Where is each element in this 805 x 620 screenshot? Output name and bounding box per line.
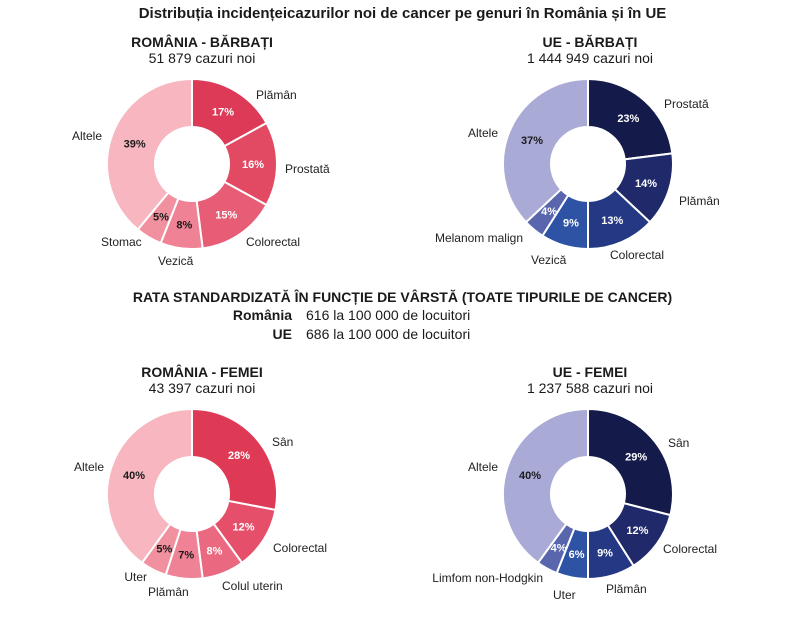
slice-percent-label: 28% [228, 450, 250, 462]
chart-header-romania-women: ROMÂNIA - FEMEI 43 397 cazuri noi [82, 364, 322, 397]
slice-category-label: Prostată [285, 162, 330, 176]
slice-percent-label: 5% [156, 543, 172, 555]
slice-percent-label: 4% [551, 542, 567, 554]
slice-category-label: Colorectal [273, 541, 327, 555]
chart-subtitle: 1 237 588 cazuri noi [526, 380, 654, 396]
chart-header-eu-men: UE - BĂRBAȚI 1 444 949 cazuri noi [470, 34, 710, 67]
age-rate-label: UE [272, 326, 292, 342]
slice-altele [502, 77, 589, 224]
slice-category-label: Sân [272, 435, 293, 449]
slice-category-label: Plămân [679, 194, 720, 208]
slice-percent-label: 7% [178, 550, 194, 562]
slice-category-label: Uter [124, 570, 147, 584]
slice-category-label: Limfom non-Hodgkin [432, 571, 543, 585]
slice-category-label: Melanom malign [435, 231, 523, 245]
slice-category-label: Plămân [148, 585, 189, 599]
slice-category-label: Altele [468, 126, 498, 140]
slice-percent-label: 37% [521, 135, 543, 147]
slice-percent-label: 6% [569, 549, 585, 561]
slice-category-label: Plămân [606, 582, 647, 596]
slice-percent-label: 9% [597, 548, 613, 560]
slice-percent-label: 8% [176, 220, 192, 232]
chart-subtitle: 43 397 cazuri noi [148, 380, 256, 396]
chart-subtitle: 1 444 949 cazuri noi [526, 50, 654, 66]
chart-title: ROMÂNIA - BĂRBAȚI [131, 34, 273, 50]
chart-title: ROMÂNIA - FEMEI [141, 364, 263, 380]
slice-category-label: Altele [468, 460, 498, 474]
slice-san [587, 407, 674, 517]
chart-title: UE - FEMEI [552, 364, 628, 380]
slice-percent-label: 12% [626, 525, 648, 537]
slice-category-label: Colorectal [610, 248, 664, 262]
slice-percent-label: 9% [563, 218, 579, 230]
slice-category-label: Plămân [256, 88, 297, 102]
slice-percent-label: 15% [215, 209, 237, 221]
slice-category-label: Prostată [664, 97, 709, 111]
age-rate-value: 686 la 100 000 de locuitori [306, 326, 471, 342]
age-rate-value: 616 la 100 000 de locuitori [306, 307, 471, 323]
slice-category-label: Sân [668, 436, 689, 450]
slice-category-label: Uter [553, 588, 576, 602]
slice-percent-label: 13% [601, 215, 623, 227]
slice-percent-label: 14% [635, 178, 657, 190]
slice-percent-label: 39% [124, 138, 146, 150]
slice-category-label: Altele [74, 460, 104, 474]
age-rate-row-romania: România 616 la 100 000 de locuitori [196, 306, 470, 325]
slice-altele [106, 407, 193, 565]
slice-percent-label: 17% [212, 106, 234, 118]
chart-header-eu-women: UE - FEMEI 1 237 588 cazuri noi [470, 364, 710, 397]
slice-percent-label: 8% [207, 546, 223, 558]
slice-altele [502, 407, 589, 565]
slice-percent-label: 40% [519, 470, 541, 482]
slice-percent-label: 40% [123, 470, 145, 482]
slice-percent-label: 23% [617, 113, 639, 125]
slice-category-label: Colul uterin [222, 579, 283, 593]
slice-altele [106, 77, 193, 231]
slice-category-label: Altele [72, 129, 102, 143]
slice-category-label: Stomac [101, 235, 142, 249]
age-rate-table: România 616 la 100 000 de locuitori UE 686… [196, 306, 470, 344]
slice-san [191, 407, 278, 512]
slice-percent-label: 16% [242, 159, 264, 171]
slice-percent-label: 5% [153, 212, 169, 224]
slice-percent-label: 29% [625, 452, 647, 464]
age-rate-label: România [232, 307, 292, 323]
slice-percent-label: 4% [541, 206, 557, 218]
page-title: Distribuția incidențeicazurilor noi de c… [138, 5, 667, 22]
chart-title: UE - BĂRBAȚI [542, 34, 638, 50]
slice-category-label: Colorectal [246, 235, 300, 249]
slice-category-label: Vezică [158, 254, 194, 268]
age-rate-title: RATA STANDARDIZATĂ ÎN FUNCȚIE DE VÂRSTĂ … [132, 289, 673, 305]
slice-category-label: Vezică [531, 253, 567, 267]
slice-prostata [587, 77, 674, 161]
chart-subtitle: 51 879 cazuri noi [148, 50, 256, 66]
age-rate-row-eu: UE 686 la 100 000 de locuitori [196, 325, 471, 344]
chart-header-romania-men: ROMÂNIA - BĂRBAȚI 51 879 cazuri noi [82, 34, 322, 67]
slice-percent-label: 12% [232, 522, 254, 534]
slice-category-label: Colorectal [663, 542, 717, 556]
